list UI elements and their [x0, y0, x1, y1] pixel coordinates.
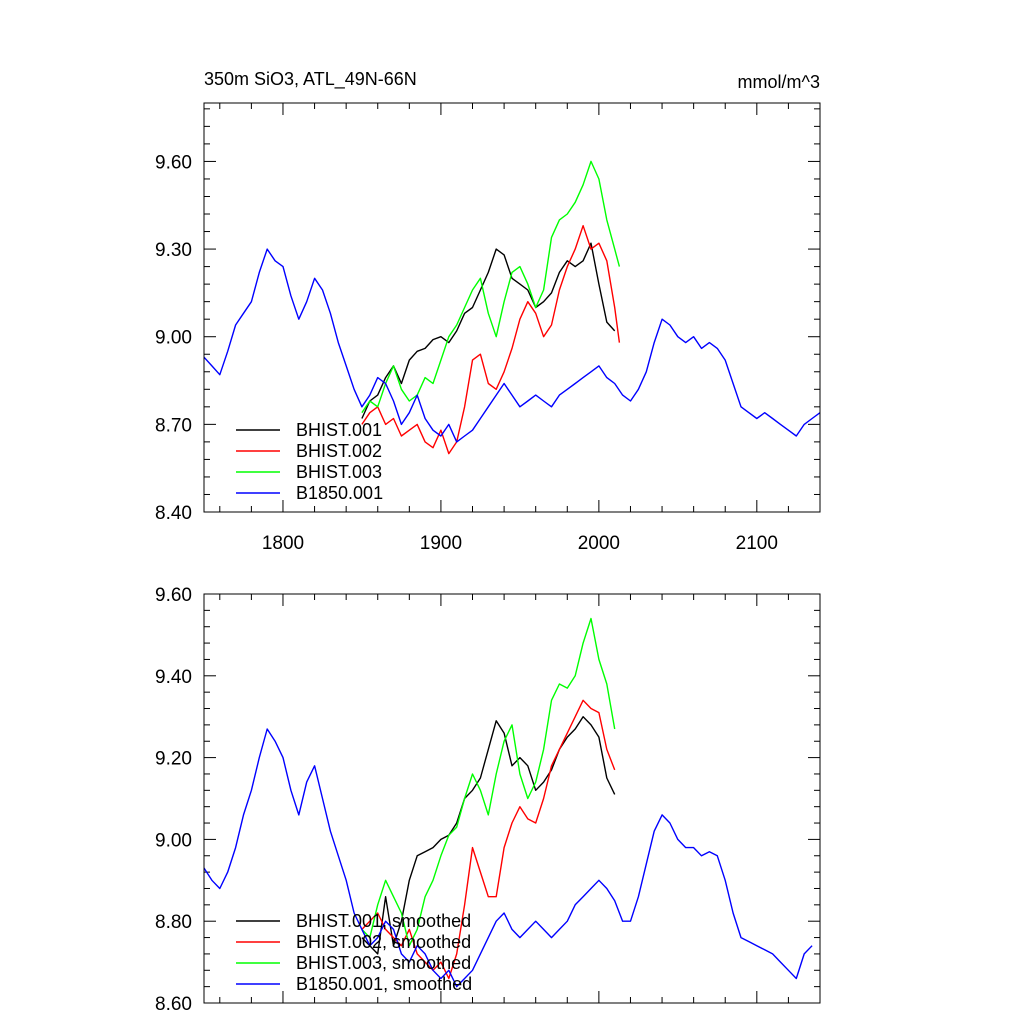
bottom-panel: 8.60 8.80 9.00 9.20 9.40 9.60 BHIST.001, smoo…	[155, 585, 821, 1015]
x-tick-label: 1900	[420, 533, 462, 554]
series-line-bhist-001	[361, 242, 616, 419]
top-panel-ticks: 8.40 8.70 9.00 9.30 9.60 1800 1900 2000 2100	[155, 103, 821, 554]
x-tick-label: 2100	[736, 533, 778, 554]
y-tick-label: 8.80	[155, 912, 192, 933]
bottom-panel-ticks: 8.60 8.80 9.00 9.20 9.40 9.60	[155, 585, 821, 1015]
y-tick-label: 8.40	[155, 503, 192, 524]
y-tick-label: 8.60	[155, 994, 192, 1015]
y-tick-label: 8.70	[155, 415, 192, 436]
legend-label: BHIST.003, smoothed	[296, 953, 471, 973]
top-panel-frame	[203, 102, 821, 513]
series-line-bhist-003-smoothed	[361, 617, 616, 947]
legend-label: BHIST.001, smoothed	[296, 911, 471, 931]
top-panel-units: mmol/m^3	[738, 72, 820, 92]
top-panel-series	[203, 160, 821, 455]
top-panel: 350m SiO3, ATL_49N-66N mmol/m^3 8.40 8.70…	[155, 69, 821, 554]
legend-label: BHIST.002, smoothed	[296, 932, 471, 952]
y-tick-label: 9.40	[155, 667, 192, 688]
x-tick-label: 2000	[578, 533, 620, 554]
y-tick-label: 9.60	[155, 152, 192, 173]
series-line-bhist-002-smoothed	[361, 699, 616, 980]
legend-label: B1850.001	[296, 483, 383, 503]
series-line-b1850-001-smoothed	[203, 728, 813, 988]
y-tick-label: 9.60	[155, 585, 192, 606]
series-line-bhist-001-smoothed	[361, 716, 616, 955]
bottom-panel-frame	[203, 593, 821, 1004]
legend-label: BHIST.003	[296, 462, 382, 482]
bottom-panel-series	[203, 617, 813, 988]
x-tick-label: 1800	[262, 533, 304, 554]
legend-label: BHIST.002	[296, 441, 382, 461]
y-tick-label: 9.00	[155, 328, 192, 349]
top-panel-title: 350m SiO3, ATL_49N-66N	[204, 69, 417, 90]
y-tick-label: 9.00	[155, 830, 192, 851]
legend-label: BHIST.001	[296, 420, 382, 440]
legend-label: B1850.001, smoothed	[296, 974, 472, 994]
series-line-bhist-002	[361, 224, 621, 455]
y-tick-label: 9.20	[155, 749, 192, 770]
series-line-bhist-003	[361, 160, 621, 414]
series-line-b1850-001	[203, 248, 821, 443]
y-tick-label: 9.30	[155, 240, 192, 261]
